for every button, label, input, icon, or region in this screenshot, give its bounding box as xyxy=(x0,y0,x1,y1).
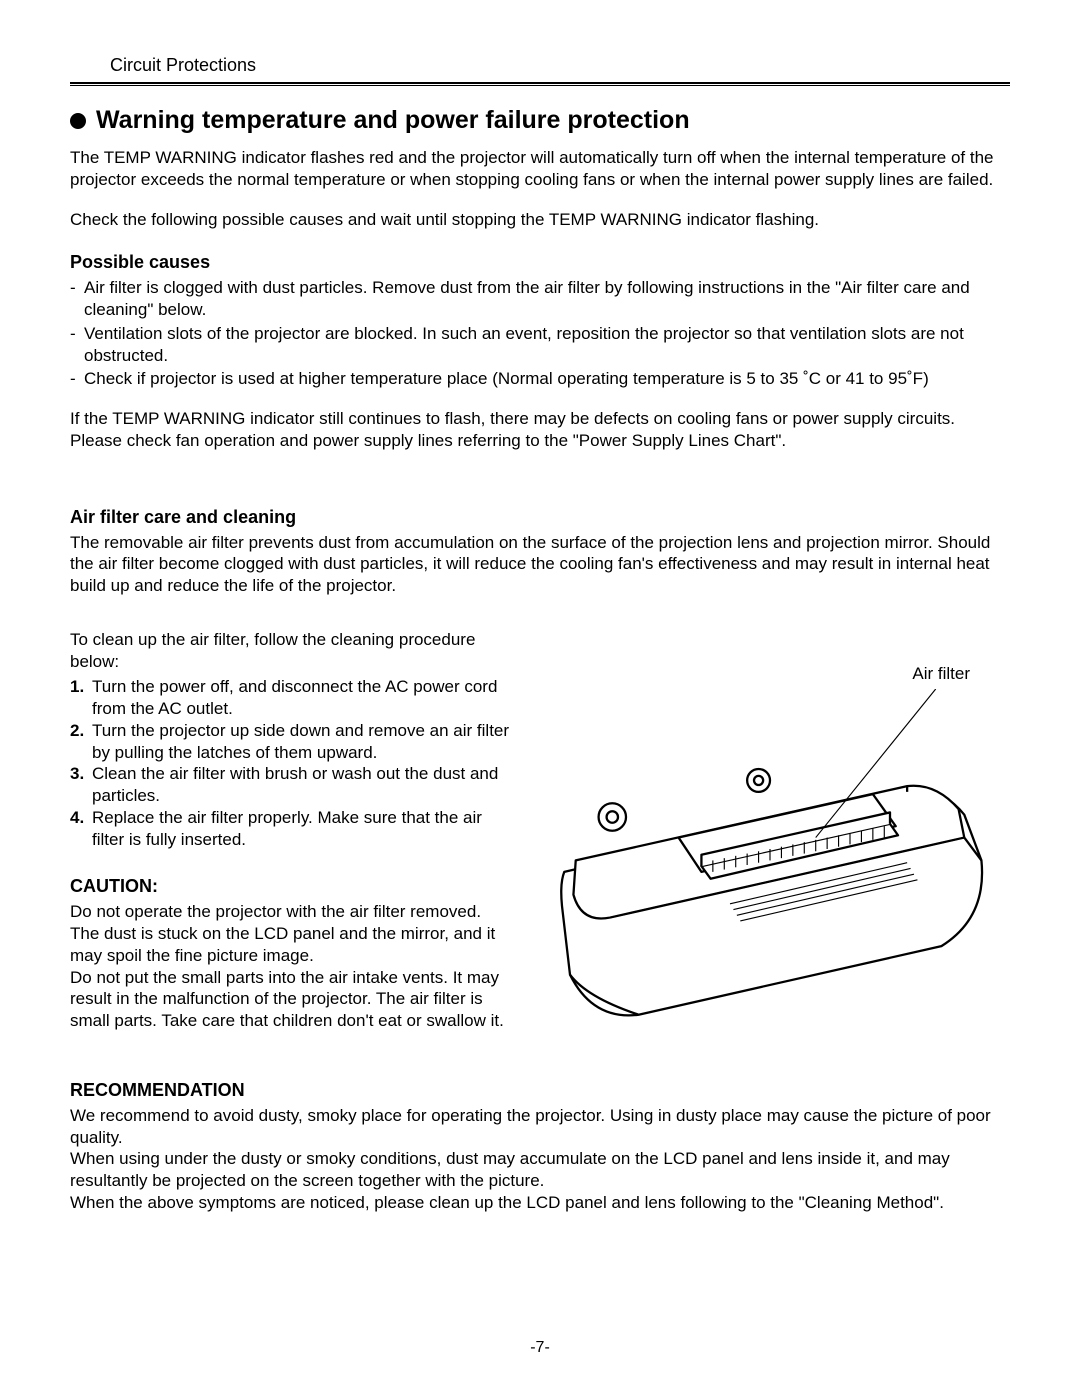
check-line: Check the following possible causes and … xyxy=(70,209,1010,231)
step-number: 2. xyxy=(70,720,92,764)
recommendation-p2: When using under the dusty or smoky cond… xyxy=(70,1148,1010,1192)
step-item: 1. Turn the power off, and disconnect th… xyxy=(70,676,510,720)
step-number: 4. xyxy=(70,807,92,851)
breadcrumb: Circuit Protections xyxy=(110,55,1010,82)
recommendation-heading: RECOMMENDATION xyxy=(70,1080,1010,1101)
step-text: Turn the power off, and disconnect the A… xyxy=(92,676,510,720)
caution-p2: Do not put the small parts into the air … xyxy=(70,967,510,1032)
page-number: -7- xyxy=(530,1339,550,1357)
step-item: 3. Clean the air filter with brush or wa… xyxy=(70,763,510,807)
step-text: Turn the projector up side down and remo… xyxy=(92,720,510,764)
two-column-layout: To clean up the air filter, follow the c… xyxy=(70,629,1010,1050)
step-number: 3. xyxy=(70,763,92,807)
bullet-icon xyxy=(70,113,86,129)
divider xyxy=(70,82,1010,86)
step-number: 1. xyxy=(70,676,92,720)
clean-intro: To clean up the air filter, follow the c… xyxy=(70,629,510,673)
cause-item: - Check if projector is used at higher t… xyxy=(70,368,1010,390)
recommendation-p3: When the above symptoms are noticed, ple… xyxy=(70,1192,1010,1214)
caution-heading: CAUTION: xyxy=(70,876,510,897)
possible-causes-list: - Air filter is clogged with dust partic… xyxy=(70,277,1010,390)
step-text: Clean the air filter with brush or wash … xyxy=(92,763,510,807)
cause-item: - Air filter is clogged with dust partic… xyxy=(70,277,1010,321)
cleaning-steps: 1. Turn the power off, and disconnect th… xyxy=(70,676,510,850)
section-title-row: Warning temperature and power failure pr… xyxy=(70,106,1010,135)
section-title: Warning temperature and power failure pr… xyxy=(96,106,690,135)
caution-p1: Do not operate the projector with the ai… xyxy=(70,901,510,966)
possible-causes-heading: Possible causes xyxy=(70,252,1010,273)
causes-after-paragraph: If the TEMP WARNING indicator still cont… xyxy=(70,408,1010,452)
intro-paragraph: The TEMP WARNING indicator flashes red a… xyxy=(70,147,1010,191)
cause-item: - Ventilation slots of the projector are… xyxy=(70,323,1010,367)
dash-icon: - xyxy=(70,323,84,367)
step-text: Replace the air filter properly. Make su… xyxy=(92,807,510,851)
right-column: Air filter xyxy=(530,629,1010,949)
cause-text: Ventilation slots of the projector are b… xyxy=(84,323,1010,367)
dash-icon: - xyxy=(70,368,84,390)
manual-page: Circuit Protections Warning temperature … xyxy=(0,0,1080,1397)
left-column: To clean up the air filter, follow the c… xyxy=(70,629,510,1050)
dash-icon: - xyxy=(70,277,84,321)
step-item: 4. Replace the air filter properly. Make… xyxy=(70,807,510,851)
recommendation-p1: We recommend to avoid dusty, smoky place… xyxy=(70,1105,1010,1149)
air-filter-intro: The removable air filter prevents dust f… xyxy=(70,532,1010,597)
air-filter-heading: Air filter care and cleaning xyxy=(70,507,1010,528)
step-item: 2. Turn the projector up side down and r… xyxy=(70,720,510,764)
cause-text: Check if projector is used at higher tem… xyxy=(84,368,929,390)
cause-text: Air filter is clogged with dust particle… xyxy=(84,277,1010,321)
air-filter-label: Air filter xyxy=(912,664,970,684)
projector-diagram xyxy=(530,689,1010,1032)
